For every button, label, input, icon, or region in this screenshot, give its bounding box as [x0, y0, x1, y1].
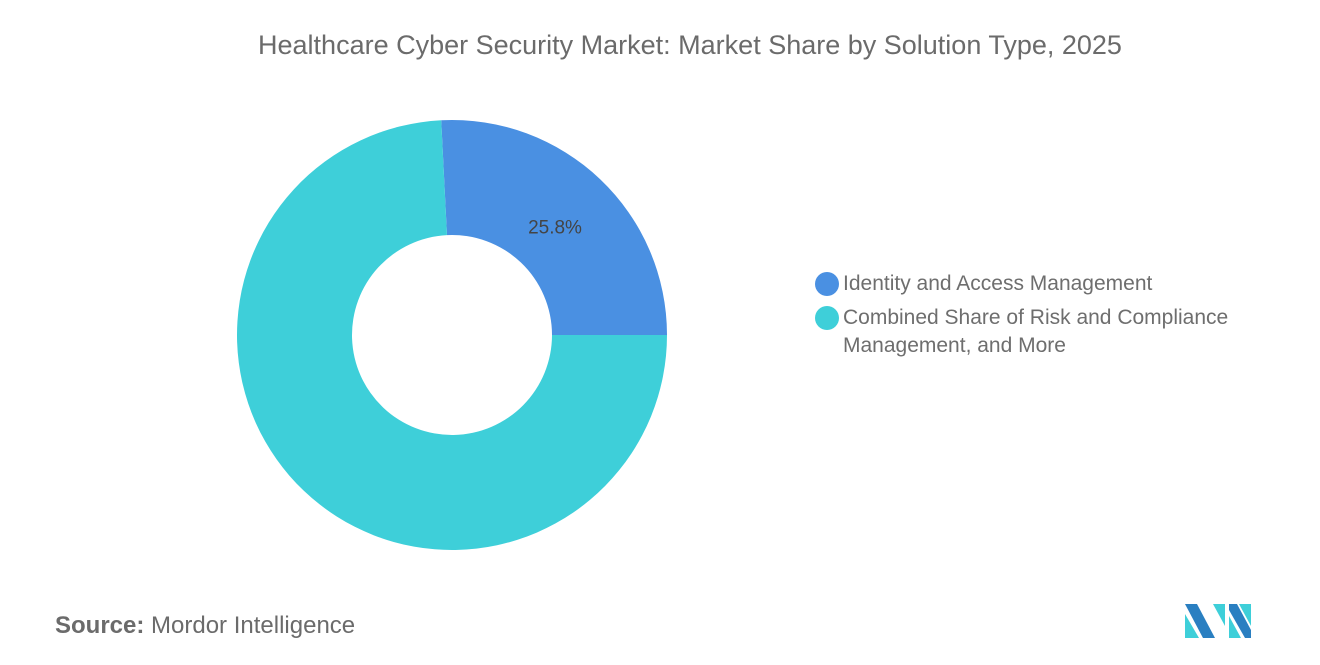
source-value: Mordor Intelligence [151, 612, 356, 639]
donut-slice [441, 120, 667, 335]
chart-title: Healthcare Cyber Security Market: Market… [258, 30, 1122, 60]
source: Source: Mordor Intelligence [55, 612, 355, 640]
source-label: Source: [55, 612, 145, 639]
legend: Identity and Access Management Combined … [815, 270, 1285, 366]
donut-slice [237, 120, 667, 550]
legend-swatch [815, 272, 839, 296]
legend-label: Combined Share of Risk and Compliance Ma… [843, 306, 1229, 357]
mordor-intelligence-logo [1185, 604, 1251, 638]
legend-item: Identity and Access Management [815, 270, 1285, 298]
legend-item: Combined Share of Risk and Compliance Ma… [815, 304, 1285, 360]
data-label: 25.8% [528, 218, 582, 239]
legend-swatch [815, 306, 839, 330]
legend-label: Identity and Access Management [843, 272, 1153, 295]
